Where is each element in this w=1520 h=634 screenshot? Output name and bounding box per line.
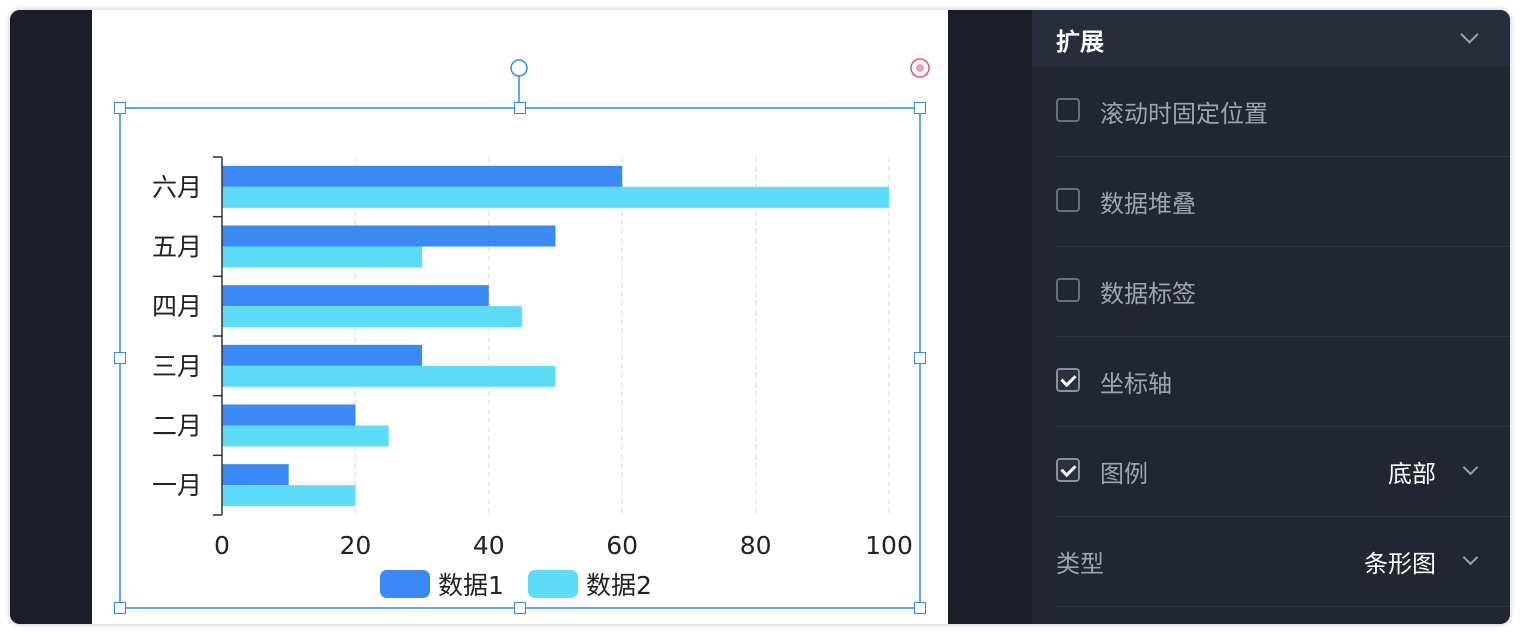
bar-chart[interactable]: 一月 二月 三月 四月 五月 六月 0 20 40 60 80 100 数据1 数据2 bbox=[92, 10, 948, 624]
x-tick-label: 100 bbox=[865, 531, 913, 560]
x-tick-label: 20 bbox=[339, 531, 371, 560]
x-tick-label: 40 bbox=[473, 531, 505, 560]
bar[interactable] bbox=[222, 306, 523, 328]
bar[interactable] bbox=[222, 165, 623, 187]
x-tick-label: 80 bbox=[740, 531, 772, 560]
legend-position-select[interactable]: 底部 bbox=[1388, 460, 1436, 488]
resize-handle-mr[interactable] bbox=[914, 352, 926, 364]
option-label: 图例 bbox=[1100, 460, 1148, 488]
y-tick-label: 二月 bbox=[152, 412, 202, 441]
axis-layer: 一月 二月 三月 四月 五月 六月 0 20 40 60 80 100 bbox=[152, 156, 913, 560]
legend-label[interactable]: 数据1 bbox=[438, 571, 504, 600]
bar[interactable] bbox=[222, 344, 423, 366]
axis-checkbox[interactable] bbox=[1056, 368, 1080, 392]
resize-handle-bm[interactable] bbox=[514, 602, 526, 614]
legend-label[interactable]: 数据2 bbox=[586, 571, 652, 600]
extension-section-header[interactable]: 扩展 bbox=[1032, 10, 1510, 66]
bar[interactable] bbox=[222, 186, 889, 208]
option-data-label[interactable]: 数据标签 bbox=[1056, 246, 1510, 337]
chevron-down-icon[interactable] bbox=[1460, 25, 1479, 44]
option-axis[interactable]: 坐标轴 bbox=[1056, 336, 1510, 427]
chart-type-select[interactable]: 条形图 bbox=[1364, 550, 1436, 578]
option-label: 滚动时固定位置 bbox=[1100, 100, 1268, 128]
sticky-scroll-checkbox[interactable] bbox=[1056, 98, 1080, 122]
section-title: 扩展 bbox=[1056, 28, 1104, 56]
grid-layer bbox=[354, 157, 890, 515]
bars-layer bbox=[222, 165, 889, 507]
resize-handle-tm[interactable] bbox=[514, 102, 526, 114]
bar[interactable] bbox=[222, 365, 556, 387]
chevron-down-icon[interactable] bbox=[1462, 459, 1479, 476]
option-data-stack[interactable]: 数据堆叠 bbox=[1056, 156, 1510, 247]
bar[interactable] bbox=[222, 425, 389, 447]
resize-handle-tr[interactable] bbox=[914, 102, 926, 114]
legend[interactable]: 数据1 数据2 bbox=[380, 570, 652, 600]
legend-checkbox[interactable] bbox=[1056, 458, 1080, 482]
check-icon bbox=[1060, 460, 1077, 478]
option-chart-type[interactable]: 类型 条形图 bbox=[1056, 516, 1510, 607]
x-tick-label: 60 bbox=[606, 531, 638, 560]
bar[interactable] bbox=[222, 404, 356, 426]
option-label: 数据标签 bbox=[1100, 280, 1196, 308]
app-window: 一月 二月 三月 四月 五月 六月 0 20 40 60 80 100 数据1 数据2 扩展 滚动时固定… bbox=[10, 10, 1510, 624]
bar[interactable] bbox=[222, 225, 556, 247]
resize-handle-bl[interactable] bbox=[114, 602, 126, 614]
left-gutter bbox=[10, 10, 92, 624]
option-label: 类型 bbox=[1056, 550, 1104, 578]
design-canvas[interactable]: 一月 二月 三月 四月 五月 六月 0 20 40 60 80 100 数据1 数据2 bbox=[92, 10, 948, 624]
x-tick-label: 0 bbox=[214, 531, 230, 560]
bar[interactable] bbox=[222, 246, 423, 268]
check-icon bbox=[1060, 370, 1077, 388]
y-tick-label: 六月 bbox=[152, 173, 202, 202]
y-tick-label: 四月 bbox=[152, 292, 202, 321]
y-tick-label: 三月 bbox=[152, 352, 202, 381]
data-label-checkbox[interactable] bbox=[1056, 278, 1080, 302]
option-legend[interactable]: 图例 底部 bbox=[1056, 426, 1510, 517]
y-tick-label: 五月 bbox=[152, 233, 202, 262]
bar[interactable] bbox=[222, 485, 356, 507]
y-tick-label: 一月 bbox=[152, 471, 202, 500]
mid-gutter bbox=[948, 10, 1032, 624]
legend-swatch[interactable] bbox=[528, 570, 578, 598]
option-label: 坐标轴 bbox=[1100, 370, 1172, 398]
data-stack-checkbox[interactable] bbox=[1056, 188, 1080, 212]
legend-swatch[interactable] bbox=[380, 570, 430, 598]
option-label: 数据堆叠 bbox=[1100, 190, 1196, 218]
rotate-handle[interactable] bbox=[510, 59, 528, 77]
resize-handle-tl[interactable] bbox=[114, 102, 126, 114]
bar[interactable] bbox=[222, 285, 489, 307]
resize-handle-br[interactable] bbox=[914, 602, 926, 614]
delete-handle-dot bbox=[916, 64, 924, 72]
option-sticky-scroll[interactable]: 滚动时固定位置 bbox=[1056, 66, 1510, 157]
bar[interactable] bbox=[222, 464, 289, 486]
properties-panel: 扩展 滚动时固定位置 数据堆叠 数据标签 坐标轴 图例 底部 类型 条形图 bbox=[1032, 10, 1510, 624]
chevron-down-icon[interactable] bbox=[1462, 549, 1479, 566]
resize-handle-ml[interactable] bbox=[114, 352, 126, 364]
